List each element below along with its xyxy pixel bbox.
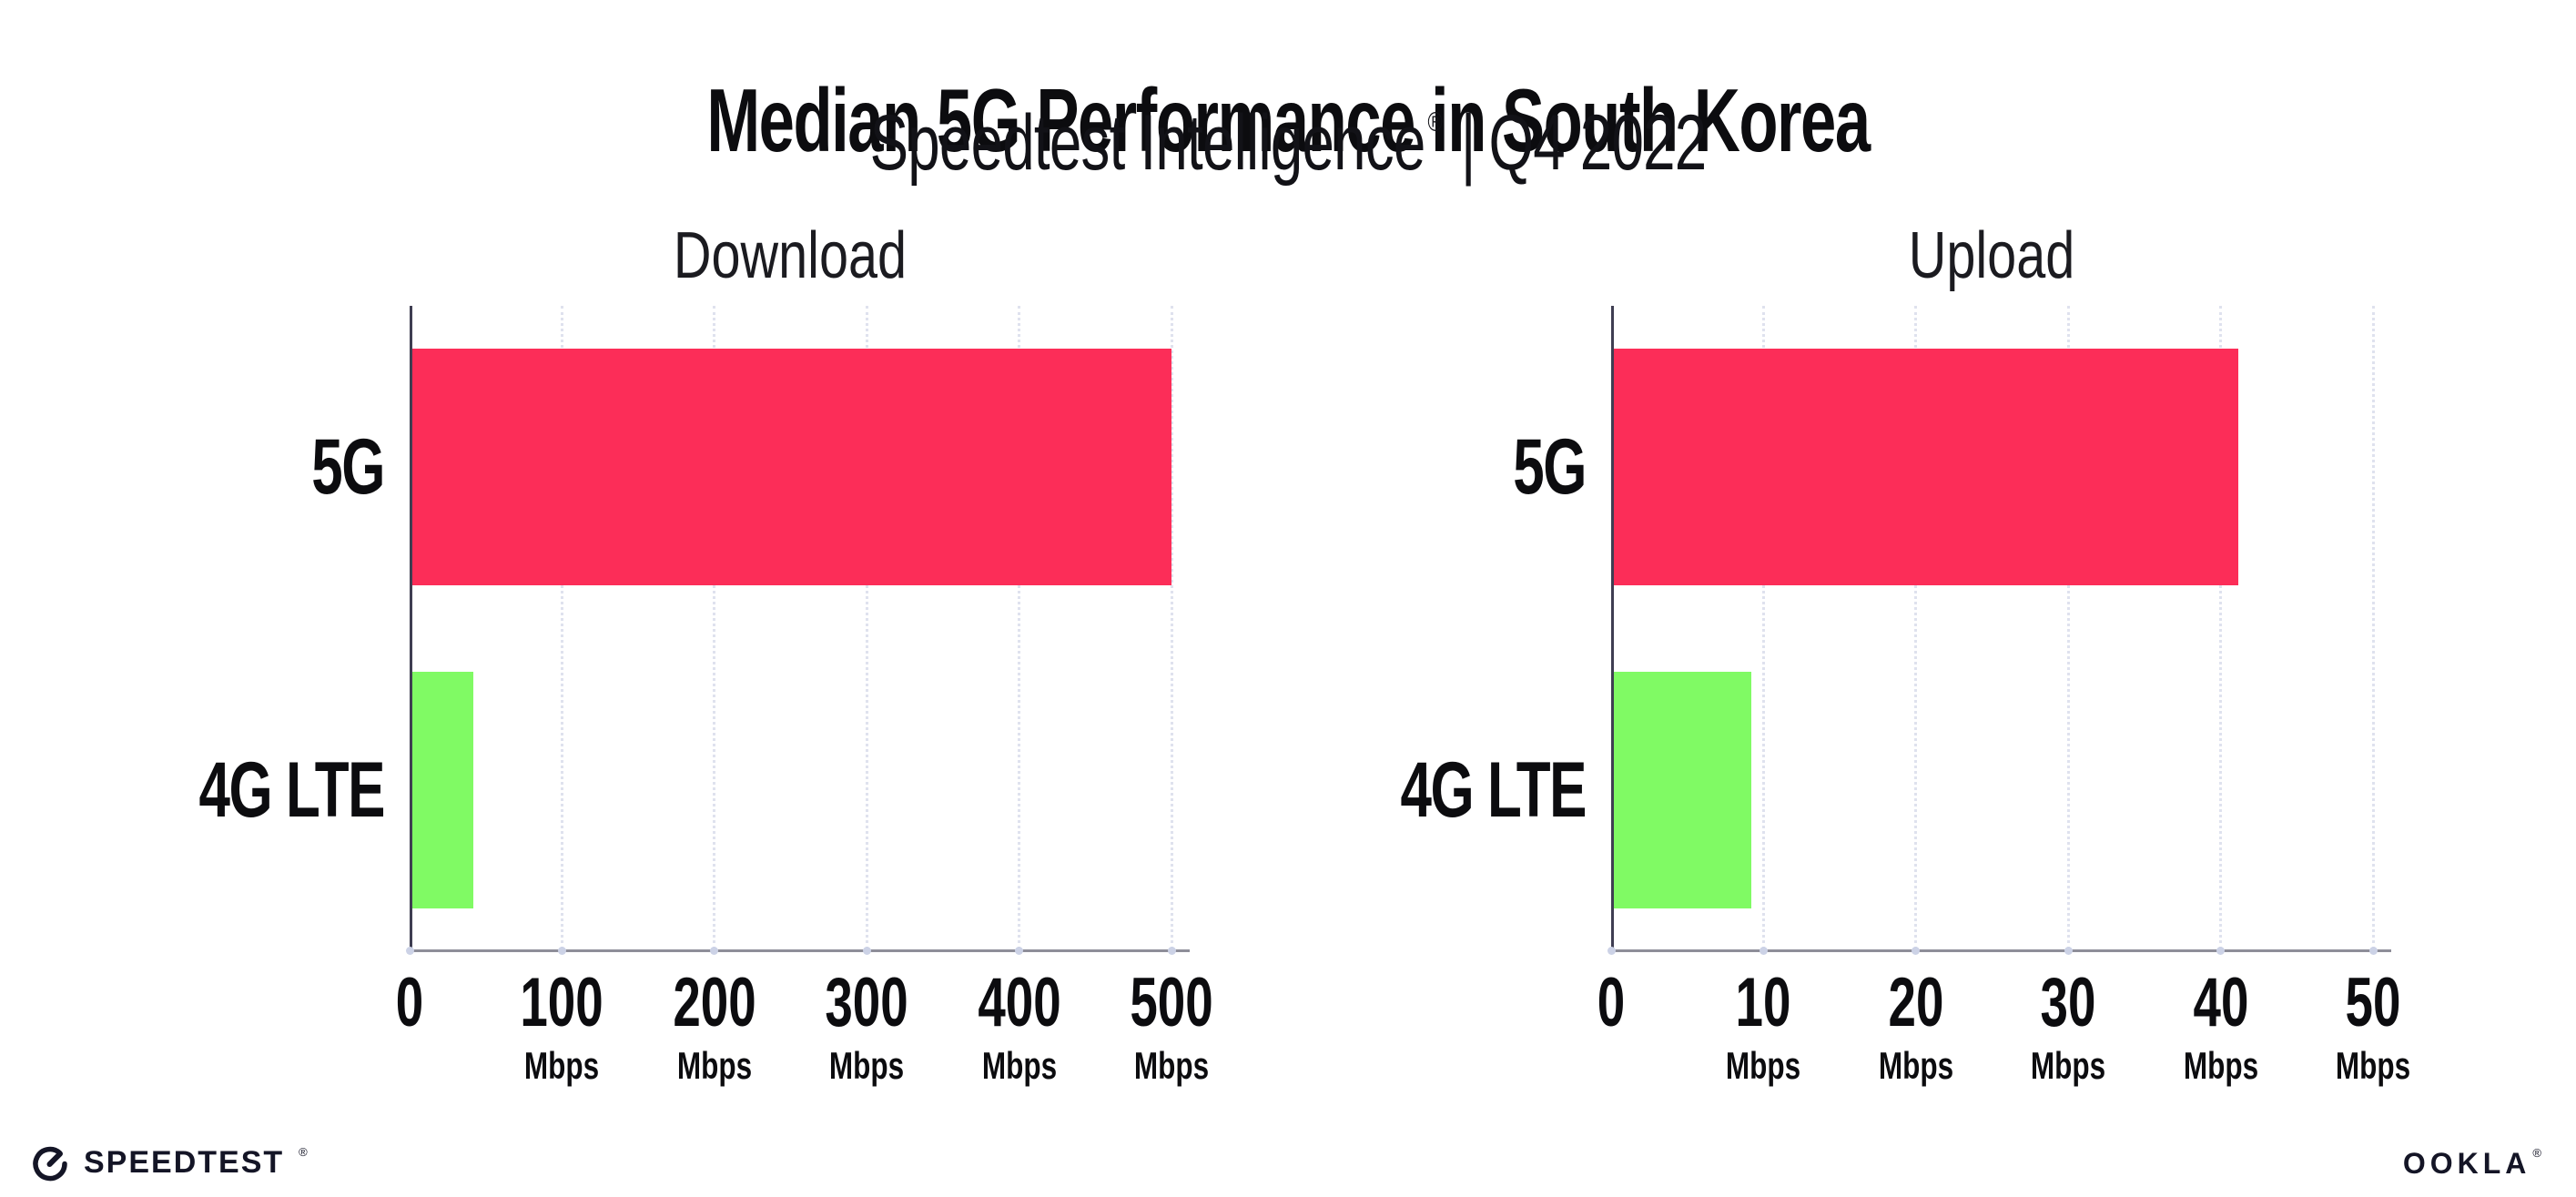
speedtest-gauge-icon	[33, 1146, 67, 1182]
bar-5g	[1614, 349, 2239, 585]
page-subtitle: Speedtest Intelligence® | Q4 2022	[335, 98, 2241, 188]
gridline	[2371, 306, 2375, 949]
x-tick-value: 500	[1130, 964, 1213, 1041]
x-tick-unit: Mbps	[1878, 1044, 1953, 1087]
gridline	[1170, 306, 1173, 949]
axis-tick-dot	[557, 947, 566, 955]
speedtest-wordmark: SPEEDTEST	[84, 1144, 285, 1180]
category-label-5g: 5G	[311, 423, 385, 511]
subtitle-separator: |	[1460, 99, 1476, 187]
x-tick-label: 20 Mbps	[1807, 967, 2025, 1087]
ookla-wordmark: OOKLA	[2402, 1147, 2531, 1180]
bar-4g-lte	[1614, 672, 1751, 908]
x-tick-label: 40 Mbps	[2112, 967, 2330, 1087]
ookla-logo: OOKLA ®	[2402, 1146, 2541, 1181]
x-tick-value: 20	[1888, 964, 1944, 1041]
x-tick-unit: Mbps	[524, 1044, 600, 1087]
gridline	[865, 306, 868, 949]
axis-tick-dot	[2216, 947, 2226, 955]
gridline	[1018, 306, 1021, 949]
axis-tick-dot	[862, 947, 871, 955]
x-axis-line	[1609, 949, 2391, 952]
x-tick-unit: Mbps	[829, 1044, 905, 1087]
axis-tick-dot	[1912, 947, 1921, 955]
gridline	[2066, 306, 2070, 949]
axis-tick-dot	[1167, 947, 1176, 955]
x-tick-unit: Mbps	[2335, 1044, 2411, 1087]
x-tick-label: 50 Mbps	[2264, 967, 2482, 1087]
axis-tick-dot	[405, 947, 414, 955]
x-tick-value: 100	[520, 964, 604, 1041]
x-tick-label: 300 Mbps	[757, 967, 976, 1087]
axis-tick-dot	[1607, 947, 1616, 955]
axis-tick-dot	[2064, 947, 2073, 955]
gridline	[1761, 306, 1765, 949]
gridline	[560, 306, 563, 949]
chart-title-upload: Upload	[1908, 219, 2075, 292]
x-tick-value: 400	[977, 964, 1061, 1041]
x-tick-label: 200 Mbps	[605, 967, 824, 1087]
x-tick-unit: Mbps	[1726, 1044, 1801, 1087]
x-tick-value: 40	[2193, 964, 2249, 1041]
subtitle-brand: Speedtest Intelligence	[869, 99, 1426, 187]
gridline	[713, 306, 716, 949]
x-tick-label: 30 Mbps	[1959, 967, 2177, 1087]
x-tick-value: 300	[825, 964, 908, 1041]
x-tick-unit: Mbps	[2031, 1044, 2106, 1087]
gridline	[2219, 306, 2223, 949]
page-title: Median 5G Performance in South Korea	[706, 69, 1871, 170]
x-tick-value: 10	[1735, 964, 1791, 1041]
x-tick-unit: Mbps	[2183, 1044, 2258, 1087]
ookla-registered-mark: ®	[2532, 1146, 2541, 1160]
chart-title-download: Download	[673, 219, 908, 292]
speedtest-registered-mark: ®	[299, 1144, 308, 1159]
x-tick-label: 100 Mbps	[452, 967, 671, 1087]
x-tick-unit: Mbps	[981, 1044, 1057, 1087]
gridline	[1914, 306, 1918, 949]
plot-area	[410, 306, 1186, 949]
x-tick-label: 500 Mbps	[1062, 967, 1281, 1087]
y-axis-line	[410, 306, 412, 949]
category-label-4g-lte: 4G LTE	[1400, 746, 1587, 834]
axis-tick-dot	[1759, 947, 1768, 955]
subtitle-period: Q4 2022	[1488, 99, 1707, 187]
bar-4g-lte	[412, 672, 473, 908]
y-axis-line	[1611, 306, 1614, 949]
x-axis-line	[408, 949, 1190, 952]
x-tick-value: 200	[673, 964, 756, 1041]
x-tick-unit: Mbps	[1133, 1044, 1210, 1087]
x-tick-label: 0	[1502, 967, 1720, 1040]
x-tick-label: 0	[300, 967, 519, 1040]
x-tick-label: 400 Mbps	[910, 967, 1129, 1087]
registered-mark: ®	[1427, 107, 1443, 137]
plot-area	[1611, 306, 2388, 949]
category-label-5g: 5G	[1513, 423, 1587, 511]
x-tick-value: 0	[1597, 964, 1626, 1041]
axis-tick-dot	[2368, 947, 2378, 955]
bar-5g	[412, 349, 1171, 585]
axis-tick-dot	[1015, 947, 1024, 955]
axis-tick-dot	[710, 947, 719, 955]
x-tick-unit: Mbps	[676, 1044, 752, 1087]
x-tick-label: 10 Mbps	[1654, 967, 1872, 1087]
category-label-4g-lte: 4G LTE	[198, 746, 385, 834]
speedtest-logo: SPEEDTEST ®	[29, 1141, 308, 1183]
x-tick-value: 50	[2345, 964, 2401, 1041]
x-tick-value: 30	[2040, 964, 2096, 1041]
x-tick-value: 0	[395, 964, 424, 1041]
